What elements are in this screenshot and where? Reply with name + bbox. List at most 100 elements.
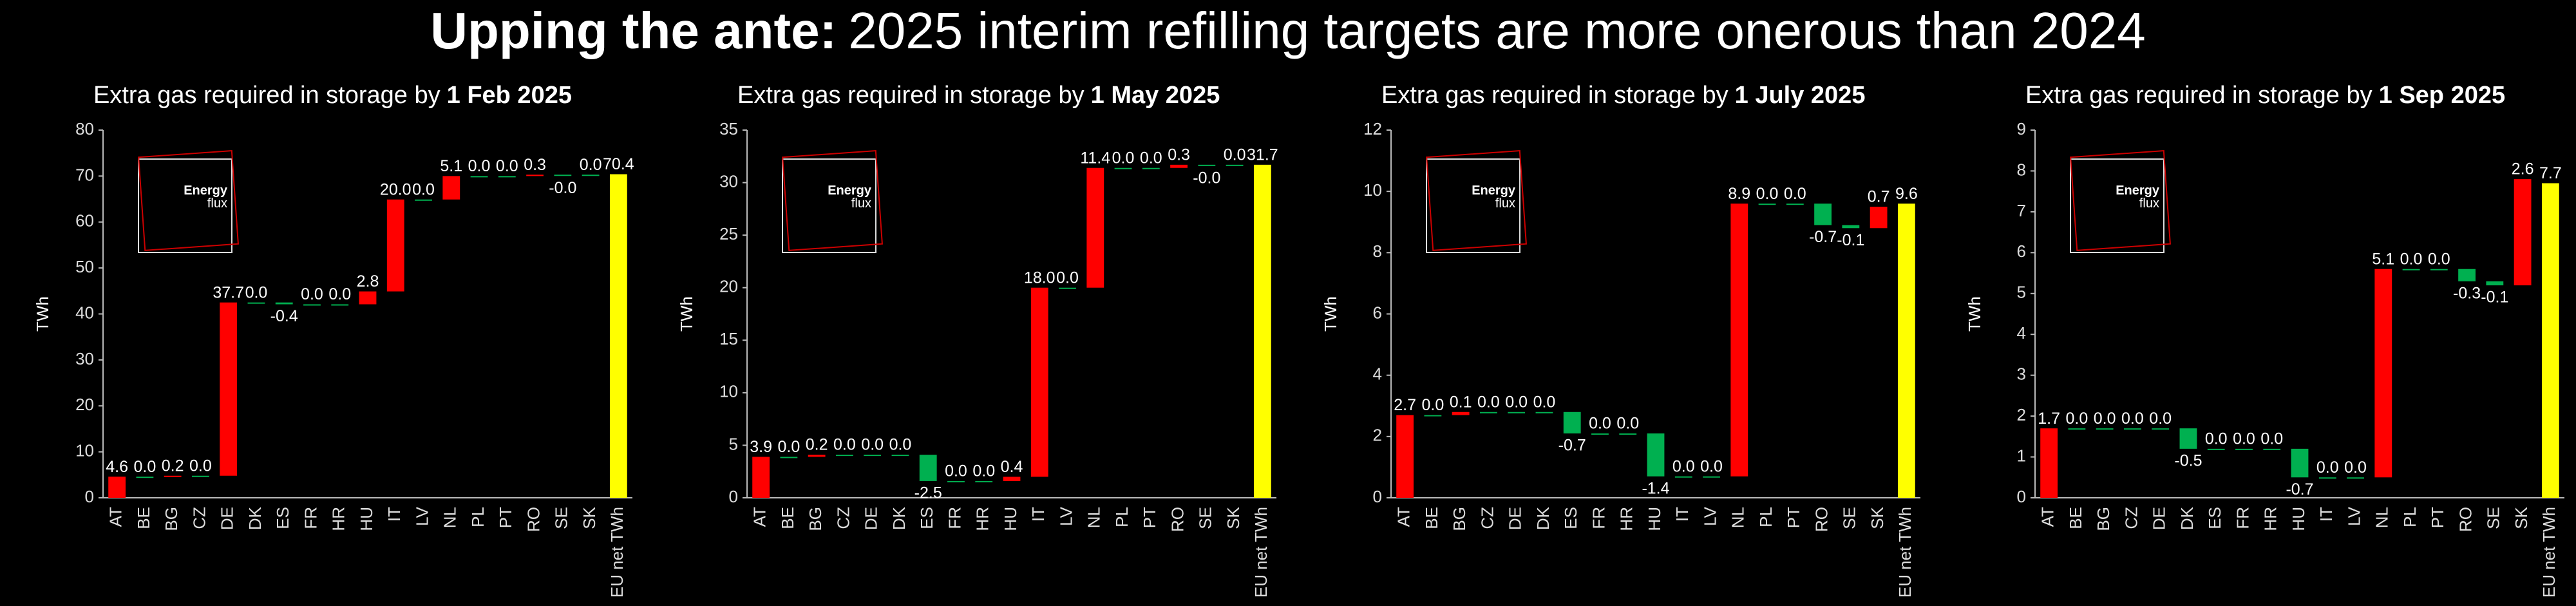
- x-tick-label: DE: [2150, 507, 2169, 530]
- bar: [975, 480, 993, 482]
- x-tick-label: HU: [1001, 507, 1020, 531]
- logo-word: Energy: [1472, 184, 1516, 198]
- value-label: 0.0: [1112, 149, 1135, 167]
- value-label: 0.2: [162, 457, 184, 475]
- value-label: -0.1: [2481, 289, 2508, 307]
- bar: [2124, 428, 2141, 430]
- bar: [1424, 415, 1442, 417]
- waterfall-chart: Extra gas required in storage by 1 May 20…: [677, 82, 1278, 598]
- bar: [1563, 412, 1581, 434]
- value-label: 0.3: [1168, 146, 1190, 164]
- bar: [1142, 167, 1160, 169]
- bar: [359, 291, 377, 305]
- bar: [2152, 428, 2170, 430]
- bar: [1059, 287, 1076, 289]
- bar: [2347, 477, 2364, 479]
- bar: [1758, 204, 1776, 205]
- bar: [1674, 476, 1692, 478]
- value-label: 0.0: [2344, 459, 2367, 477]
- value-label: -1.4: [1642, 479, 1669, 497]
- x-tick-label: NL: [440, 507, 460, 528]
- x-tick-label: HR: [329, 507, 348, 531]
- chart-title-text: Extra gas required in storage by: [1381, 82, 1728, 109]
- bar: [1647, 433, 1665, 477]
- y-axis-label: TWh: [1965, 296, 1984, 332]
- y-tick-label: 0: [2017, 487, 2026, 506]
- value-label: 0.3: [524, 156, 546, 174]
- x-tick-label: CZ: [2121, 507, 2141, 529]
- value-label: 0.0: [328, 285, 351, 303]
- value-label: 0.4: [1001, 458, 1023, 476]
- bar: [2541, 183, 2559, 498]
- logo-word: flux: [1495, 196, 1515, 211]
- logo-word: Energy: [184, 184, 228, 198]
- x-tick-label: HU: [2289, 507, 2308, 531]
- bar: [752, 457, 770, 498]
- value-label: -0.3: [2453, 284, 2481, 302]
- bar: [415, 199, 432, 201]
- bar: [136, 477, 154, 478]
- value-label: 8.9: [1728, 185, 1750, 203]
- logo-box: [782, 158, 876, 253]
- value-label: 0.0: [2094, 410, 2116, 428]
- bar: [1198, 164, 1216, 166]
- value-label: 0.0: [1756, 185, 1779, 203]
- bar: [1842, 225, 1860, 229]
- x-tick-label: HR: [973, 507, 992, 531]
- x-tick-label: PL: [1756, 507, 1776, 527]
- value-label: 9.6: [1895, 185, 1918, 203]
- x-tick-label: PT: [1784, 507, 1803, 528]
- value-label: 0.0: [2316, 459, 2339, 477]
- y-tick-label: 2: [1373, 426, 1382, 445]
- value-label: 0.0: [2260, 430, 2283, 448]
- value-label: 11.4: [1080, 149, 1110, 167]
- value-label: 2.7: [1394, 396, 1416, 414]
- bar: [2486, 281, 2504, 286]
- y-tick-label: 10: [1363, 180, 1382, 200]
- value-label: 0.0: [2205, 430, 2228, 448]
- x-tick-label: EU net TWh: [1895, 507, 1915, 598]
- bar: [2374, 269, 2392, 478]
- bar: [1030, 287, 1048, 477]
- chart-title-text: Extra gas required in storage by: [93, 82, 440, 109]
- x-tick-label: BG: [162, 507, 181, 531]
- bar: [2235, 448, 2253, 450]
- value-label: 2.6: [2512, 160, 2534, 178]
- logo-word: Energy: [2116, 184, 2160, 198]
- value-label: 31.7: [1247, 146, 1278, 164]
- y-axis-label: TWh: [677, 296, 696, 332]
- x-tick-label: EU net TWh: [1251, 507, 1271, 598]
- x-tick-label: BE: [778, 507, 797, 529]
- x-tick-label: CZ: [1477, 507, 1497, 529]
- x-tick-label: BG: [2094, 507, 2113, 531]
- x-tick-label: SE: [1196, 507, 1215, 529]
- waterfall-chart: Extra gas required in storage by 1 July 2…: [1321, 82, 1920, 598]
- y-tick-label: 9: [2017, 119, 2026, 138]
- bar: [1253, 164, 1271, 498]
- value-label: 0.1: [1450, 393, 1472, 411]
- value-label: 0.0: [1056, 269, 1079, 287]
- y-axis-label: TWh: [33, 296, 52, 332]
- value-label: 2.8: [357, 272, 379, 290]
- value-label: -0.1: [1837, 231, 1864, 249]
- chart-title-date: 1 Sep 2025: [2379, 82, 2505, 109]
- value-label: 37.7: [213, 283, 244, 301]
- bar: [947, 480, 965, 482]
- x-tick-label: IT: [384, 507, 404, 522]
- value-label: 5.1: [440, 157, 462, 175]
- bar: [2096, 428, 2114, 430]
- chart-title-text: Extra gas required in storage by: [2025, 82, 2372, 109]
- x-tick-label: SK: [1224, 506, 1243, 529]
- x-tick-label: DE: [218, 507, 237, 530]
- y-tick-label: 0: [729, 487, 738, 506]
- value-label: 0.0: [412, 180, 435, 198]
- x-tick-label: AT: [106, 507, 126, 527]
- bar: [247, 302, 265, 304]
- x-tick-label: BG: [806, 507, 825, 531]
- bar: [1870, 206, 1888, 229]
- x-tick-label: AT: [750, 507, 770, 527]
- bar: [1814, 204, 1832, 225]
- x-tick-label: IT: [2316, 507, 2336, 522]
- bar: [1003, 477, 1021, 481]
- bar: [331, 304, 349, 306]
